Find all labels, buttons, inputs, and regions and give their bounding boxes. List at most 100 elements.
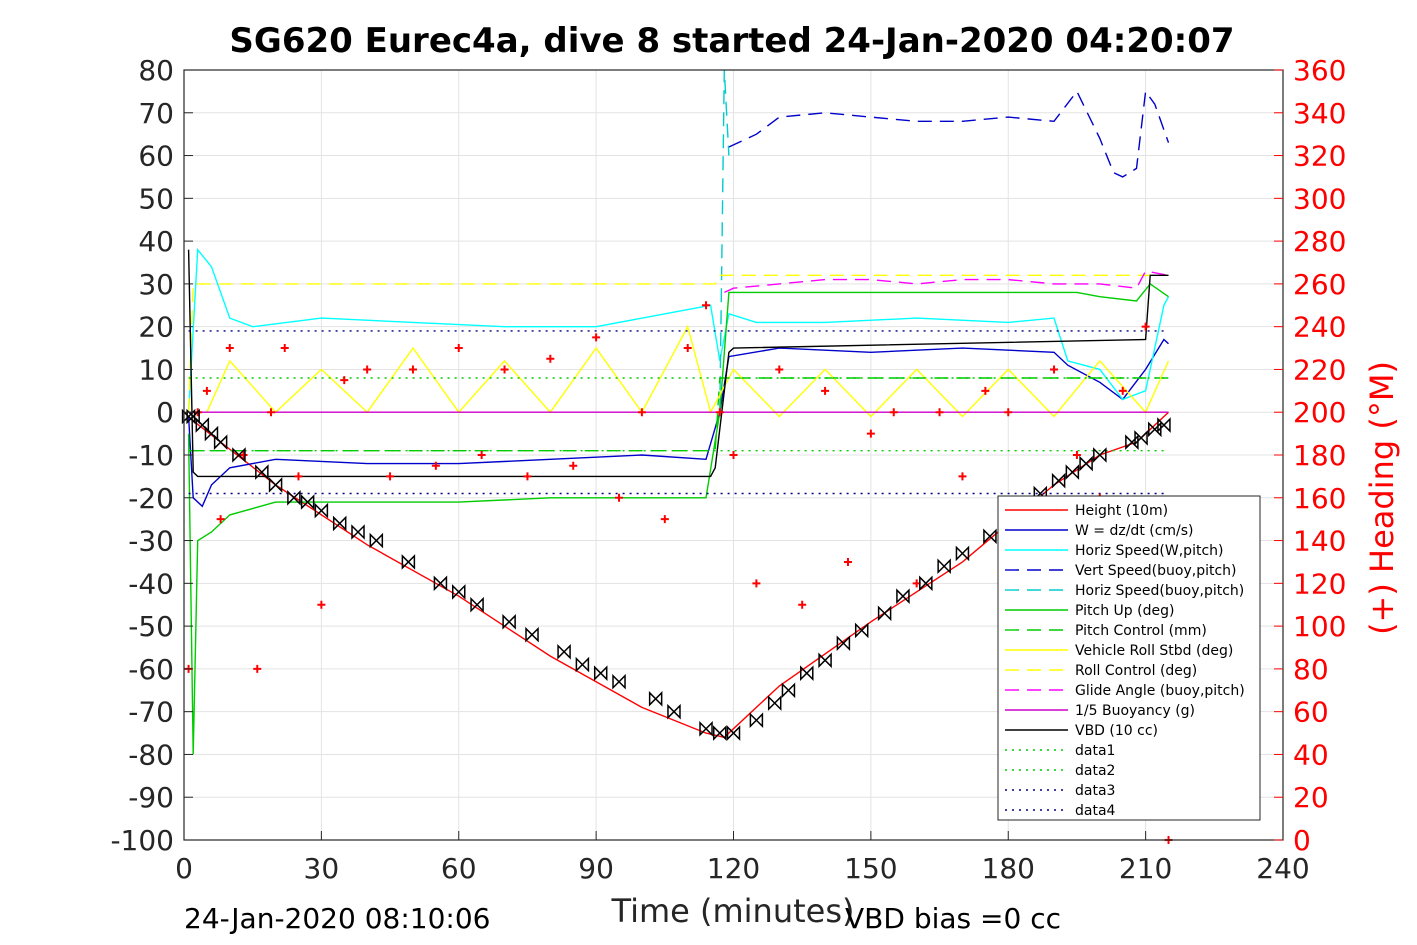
depth-marker [919, 575, 933, 592]
y-left-tick-label: -70 [128, 696, 174, 729]
depth-marker [1093, 447, 1107, 463]
heading-point [431, 461, 440, 470]
y-right-tick-label: 140 [1293, 525, 1346, 558]
heading-point [889, 408, 898, 417]
series-line-7 [206, 324, 1170, 418]
depth-marker [896, 588, 910, 604]
depth-marker [186, 408, 200, 425]
depth-marker [351, 524, 365, 540]
heading-point [546, 354, 555, 363]
y-right-tick-label: 20 [1293, 781, 1329, 814]
legend-label-1: W = dz/dt (cm/s) [1075, 523, 1194, 539]
legend-label-6: Pitch Control (mm) [1075, 623, 1207, 639]
heading-point [280, 344, 289, 353]
depth-marker [1134, 430, 1148, 446]
y-right-tick-label: 260 [1293, 268, 1346, 301]
y-axis-right-label: (+) Heading (°M) [1363, 361, 1401, 635]
heading-point [523, 472, 532, 481]
legend-label-11: VBD (10 cc) [1075, 723, 1158, 739]
y-right-tick-label: 100 [1293, 610, 1346, 643]
heading-point [775, 365, 784, 374]
heading-point [225, 344, 234, 353]
series-line-9 [724, 270, 1169, 294]
series-line-11 [187, 249, 1169, 478]
heading-point [1050, 365, 1059, 374]
series-line-8 [187, 274, 1169, 413]
depth-marker [300, 494, 315, 510]
y-left-tick-label: 20 [138, 311, 174, 344]
depth-marker [433, 575, 448, 592]
y-left-tick-label: -10 [128, 439, 174, 472]
heading-point [843, 557, 852, 566]
depth-marker [667, 703, 681, 720]
depth-marker [1148, 421, 1162, 438]
y-right-tick-label: 0 [1293, 824, 1311, 857]
depth-marker-layer [181, 408, 1171, 741]
y-axis-right-ticks: 3603403203002802602402202001801601401201… [1274, 54, 1346, 857]
y-left-tick-label: 80 [138, 54, 174, 87]
y-right-tick-label: 40 [1293, 738, 1329, 771]
depth-marker [1051, 472, 1066, 489]
series-line-3 [728, 89, 1170, 178]
depth-marker [452, 584, 466, 600]
series-line-5 [187, 282, 1169, 755]
legend: Height (10m) W = dz/dt (cm/s) Horiz Speed(… [997, 495, 1261, 821]
y-left-tick-label: 70 [138, 97, 174, 130]
heading-point [1004, 408, 1013, 417]
y-right-tick-label: 280 [1293, 225, 1346, 258]
heading-point [454, 344, 463, 353]
y-left-tick-label: 40 [138, 225, 174, 258]
y-left-tick-label: -90 [128, 781, 174, 814]
heading-point [253, 664, 262, 673]
depth-marker [713, 725, 727, 741]
y-right-tick-label: 240 [1293, 311, 1346, 344]
y-left-tick-label: -30 [128, 525, 174, 558]
depth-marker [470, 596, 484, 613]
footer-timestamp: 24-Jan-2020 08:10:06 [184, 902, 490, 935]
footer-vbd-bias: VBD bias =0 cc [845, 902, 1061, 935]
x-tick-label: 180 [982, 852, 1035, 885]
y-left-tick-label: 0 [156, 396, 174, 429]
legend-label-3: Vert Speed(buoy,pitch) [1075, 563, 1237, 579]
depth-marker [800, 665, 814, 681]
depth-marker [195, 417, 210, 433]
x-tick-label: 60 [441, 852, 477, 885]
y-left-tick-label: 10 [138, 353, 174, 386]
depth-marker [575, 656, 590, 673]
y-right-tick-label: 360 [1293, 54, 1346, 87]
x-tick-label: 90 [578, 852, 614, 885]
depth-marker [612, 673, 626, 690]
depth-marker [213, 434, 228, 450]
x-tick-label: 0 [175, 852, 193, 885]
legend-label-14: data3 [1075, 783, 1115, 799]
y-left-tick-label: -20 [128, 482, 174, 515]
y-left-tick-label: 50 [138, 182, 174, 215]
y-right-tick-label: 180 [1293, 439, 1346, 472]
heading-point [981, 386, 990, 395]
depth-marker [401, 554, 416, 570]
heading-point [317, 600, 326, 609]
depth-marker [502, 614, 516, 630]
heading-point [715, 408, 724, 417]
heading-point [683, 344, 692, 353]
heading-point [294, 472, 303, 481]
depth-marker [557, 643, 571, 660]
y-right-tick-label: 300 [1293, 182, 1346, 215]
heading-point [637, 408, 646, 417]
depth-marker [1157, 417, 1171, 433]
y-right-tick-label: 160 [1293, 482, 1346, 515]
depth-marker [767, 695, 782, 711]
y-left-tick-label: 30 [138, 268, 174, 301]
depth-marker [1065, 464, 1080, 480]
depth-marker [287, 489, 301, 506]
heading-point [752, 579, 761, 588]
chart-title: SG620 Eurec4a, dive 8 started 24-Jan-202… [229, 21, 1234, 61]
depth-marker [255, 464, 269, 480]
heading-point [408, 365, 417, 374]
legend-label-5: Pitch Up (deg) [1075, 603, 1174, 619]
y-left-tick-label: -40 [128, 567, 174, 600]
heading-point [386, 472, 395, 481]
legend-label-2: Horiz Speed(W,pitch) [1075, 543, 1223, 559]
depth-marker [332, 515, 347, 532]
